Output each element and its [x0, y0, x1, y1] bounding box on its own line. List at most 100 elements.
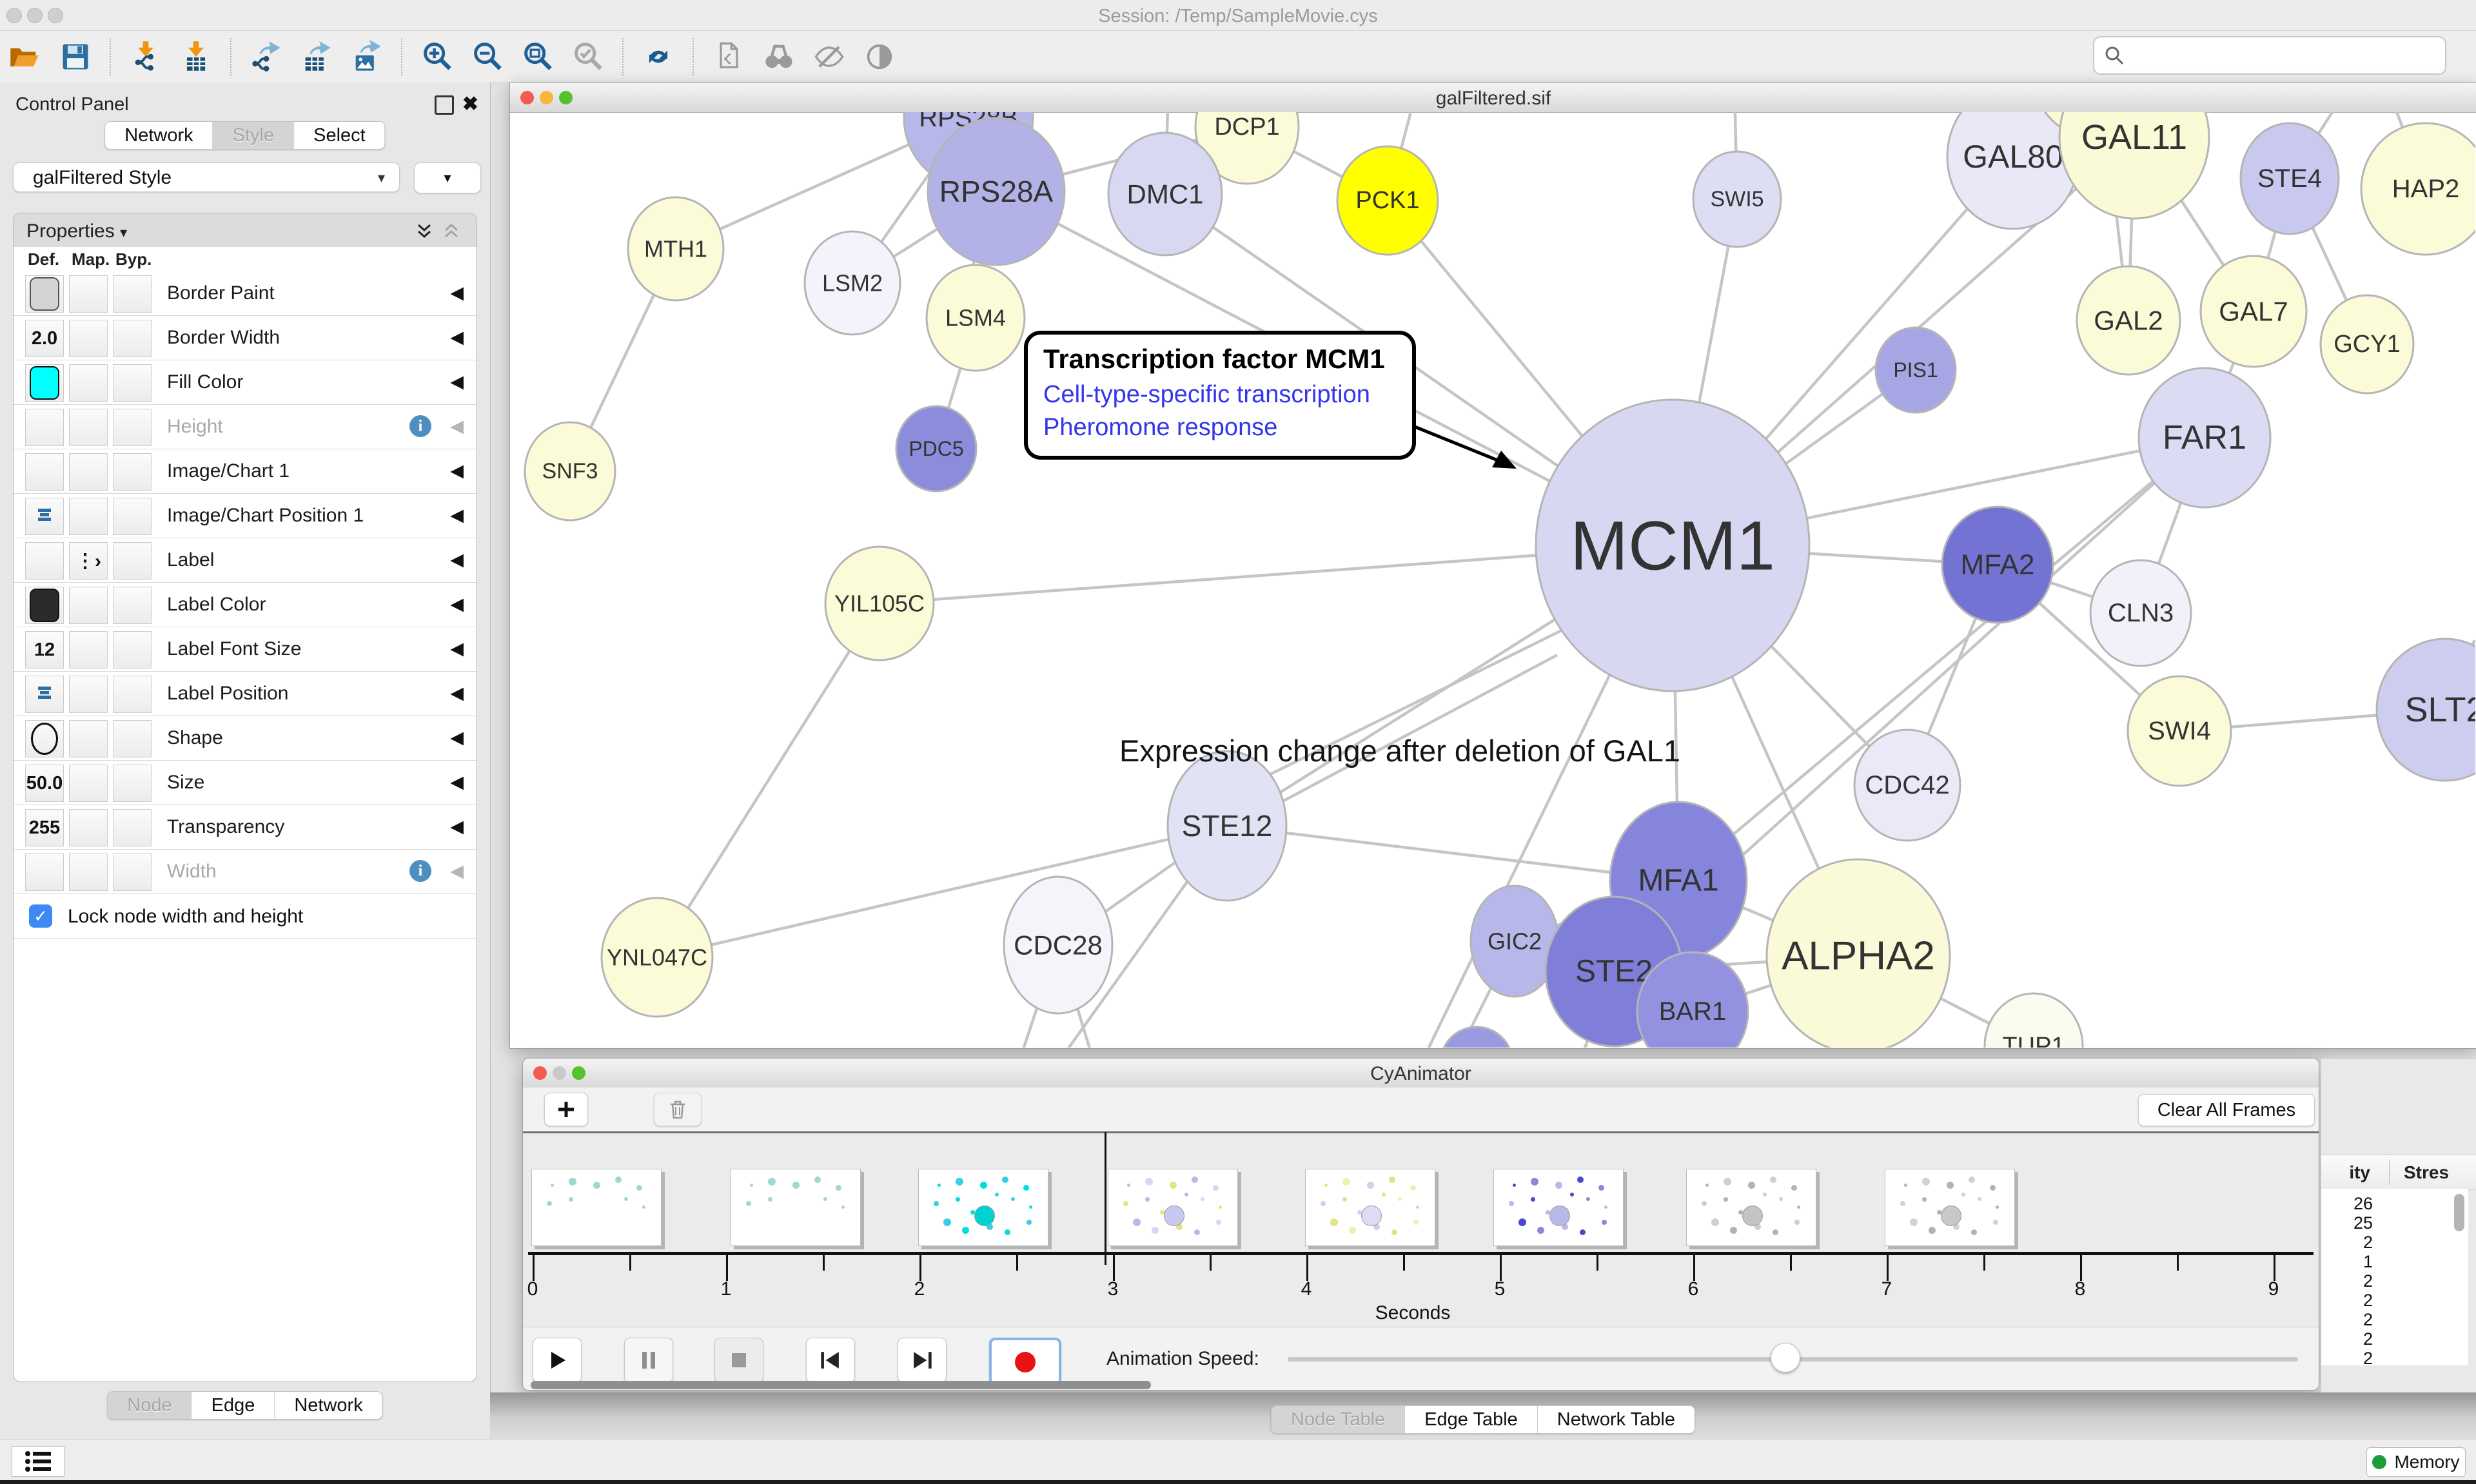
table-panel-tab-node-table[interactable]: Node Table: [1271, 1406, 1405, 1433]
table-cell[interactable]: 2: [2363, 1291, 2373, 1310]
network-node-SNF3[interactable]: SNF3: [524, 421, 616, 522]
control-panel-tab-select[interactable]: Select: [293, 122, 385, 149]
search-input[interactable]: [2132, 44, 2436, 66]
style-selector-dropdown[interactable]: galFiltered Style ▾: [13, 162, 400, 192]
zoom-out-icon[interactable]: [466, 35, 509, 78]
network-node-GAL7[interactable]: GAL7: [2199, 255, 2308, 368]
network-node-GCY1[interactable]: GCY1: [2319, 294, 2415, 395]
horizontal-scrollbar[interactable]: [531, 1381, 1151, 1389]
panel-menu-button[interactable]: [12, 1446, 64, 1477]
maximize-icon[interactable]: [572, 1066, 585, 1080]
hide-icon[interactable]: [808, 35, 850, 78]
expand-row-icon[interactable]: ◀: [450, 416, 464, 436]
annotation-link[interactable]: Cell-type-specific transcription: [1043, 381, 1370, 408]
network-node-YNL047C[interactable]: YNL047C: [600, 897, 714, 1018]
control-panel-tab-network[interactable]: Network: [105, 122, 213, 149]
zoom-fit-icon[interactable]: [516, 35, 559, 78]
close-icon[interactable]: [520, 91, 534, 104]
minimize-icon[interactable]: [540, 91, 553, 104]
network-edge[interactable]: [656, 602, 881, 959]
import-table-icon[interactable]: [175, 35, 217, 78]
network-edge[interactable]: [1226, 824, 1679, 883]
search-box[interactable]: [2093, 36, 2446, 75]
export-table-icon[interactable]: [295, 35, 338, 78]
node-table-headers[interactable]: ity Stres: [2321, 1155, 2476, 1189]
network-node-PIS1[interactable]: PIS1: [1874, 326, 1957, 414]
show-icon[interactable]: [858, 35, 901, 78]
frame-thumbnail-4[interactable]: [1108, 1169, 1238, 1246]
properties-header[interactable]: Properties ▾: [14, 213, 477, 248]
frame-thumbnail-7[interactable]: [1686, 1169, 1816, 1246]
info-icon[interactable]: i: [409, 860, 431, 882]
network-node-MCM1[interactable]: MCM1: [1535, 398, 1811, 692]
frame-thumbnail-2[interactable]: [731, 1169, 861, 1246]
table-cell[interactable]: 2: [2363, 1271, 2373, 1291]
property-row-width[interactable]: Width i ◀: [14, 850, 477, 894]
network-node-SLT2[interactable]: SLT2: [2375, 638, 2475, 782]
network-node-RPS28A[interactable]: RPS28A: [927, 117, 1066, 266]
style-options-button[interactable]: ▾: [414, 162, 481, 193]
expand-row-icon[interactable]: ◀: [450, 283, 464, 302]
property-row-image-chart-position-1[interactable]: Image/Chart Position 1 ◀: [14, 494, 477, 538]
property-row-label[interactable]: ⋮› Label ◀: [14, 538, 477, 583]
expand-row-icon[interactable]: ◀: [450, 550, 464, 569]
property-row-label-font-size[interactable]: 12 Label Font Size ◀: [14, 627, 477, 672]
network-node-GAL2[interactable]: GAL2: [2076, 265, 2181, 376]
table-cell[interactable]: 2: [2363, 1310, 2373, 1329]
property-row-shape[interactable]: Shape ◀: [14, 716, 477, 761]
expand-row-icon[interactable]: ◀: [450, 461, 464, 480]
network-node-STE4[interactable]: STE4: [2239, 122, 2340, 235]
network-node-PCK1[interactable]: PCK1: [1336, 145, 1439, 256]
zoom-in-icon[interactable]: [416, 35, 458, 78]
add-frame-button[interactable]: [544, 1093, 588, 1126]
network-edge[interactable]: [1677, 436, 2206, 882]
property-row-label-color[interactable]: Label Color ◀: [14, 583, 477, 627]
find-icon[interactable]: [758, 35, 800, 78]
network-node-MTH1[interactable]: MTH1: [627, 196, 725, 302]
frame-thumbnail-8[interactable]: [1885, 1169, 2015, 1246]
expand-row-icon[interactable]: ◀: [450, 505, 464, 525]
frame-thumbnail-6[interactable]: [1493, 1169, 1624, 1246]
export-network-icon[interactable]: [245, 35, 288, 78]
expand-row-icon[interactable]: ◀: [450, 372, 464, 391]
expand-row-icon[interactable]: ◀: [450, 594, 464, 614]
network-node-TUP1[interactable]: TUP1: [1983, 992, 2084, 1048]
play-button[interactable]: [533, 1338, 582, 1383]
network-node-ALPHA2[interactable]: ALPHA2: [1765, 858, 1951, 1048]
table-cell[interactable]: 2: [2363, 1233, 2373, 1252]
timeline-playhead[interactable]: [1105, 1132, 1106, 1265]
property-row-height[interactable]: Height i ◀: [14, 405, 477, 449]
property-row-size[interactable]: 50.0 Size ◀: [14, 761, 477, 805]
network-edge[interactable]: [1262, 619, 1582, 780]
expand-row-icon[interactable]: ◀: [450, 639, 464, 658]
close-icon[interactable]: [533, 1066, 547, 1080]
network-node-BAR1[interactable]: BAR1: [1636, 951, 1749, 1048]
network-node-HAP2[interactable]: HAP2: [2360, 122, 2475, 256]
table-cell[interactable]: 2: [2363, 1349, 2373, 1368]
network-node-FAR1[interactable]: FAR1: [2137, 367, 2272, 509]
table-panel-tab-edge-table[interactable]: Edge Table: [1404, 1406, 1537, 1433]
table-cell[interactable]: 26: [2353, 1194, 2373, 1213]
clear-all-frames-button[interactable]: Clear All Frames: [2138, 1094, 2315, 1126]
network-node-SWI4[interactable]: SWI4: [2127, 675, 2232, 787]
network-node-DCP1[interactable]: DCP1: [1194, 112, 1300, 185]
network-node-DMC1[interactable]: DMC1: [1107, 132, 1223, 257]
table-panel-tab-network-table[interactable]: Network Table: [1537, 1406, 1695, 1433]
animation-speed-slider-thumb[interactable]: [1771, 1343, 1800, 1372]
table-scrollbar[interactable]: [2454, 1194, 2464, 1231]
expand-row-icon[interactable]: ◀: [450, 861, 464, 881]
property-row-border-width[interactable]: 2.0 Border Width ◀: [14, 316, 477, 360]
stop-button[interactable]: [714, 1338, 763, 1383]
node-table-rows[interactable]: 26 25 2 1 2 2 2 2 2: [2321, 1189, 2468, 1368]
property-row-image-chart-1[interactable]: Image/Chart 1 ◀: [14, 449, 477, 494]
expand-row-icon[interactable]: ◀: [450, 327, 464, 347]
network-window-titlebar[interactable]: galFiltered.sif: [510, 83, 2476, 113]
zoom-selected-icon[interactable]: [567, 35, 609, 78]
attribute-browser-tab-edge[interactable]: Edge: [191, 1392, 275, 1419]
close-panel-icon[interactable]: ✖: [462, 93, 478, 115]
network-node-SWI5[interactable]: SWI5: [1692, 150, 1782, 248]
annotation-link[interactable]: Pheromone response: [1043, 414, 1278, 441]
copy-icon[interactable]: [707, 35, 750, 78]
cyanimator-timeline[interactable]: 0 1 2 3 4 5 6 7 8 9 Seconds: [523, 1132, 2319, 1327]
